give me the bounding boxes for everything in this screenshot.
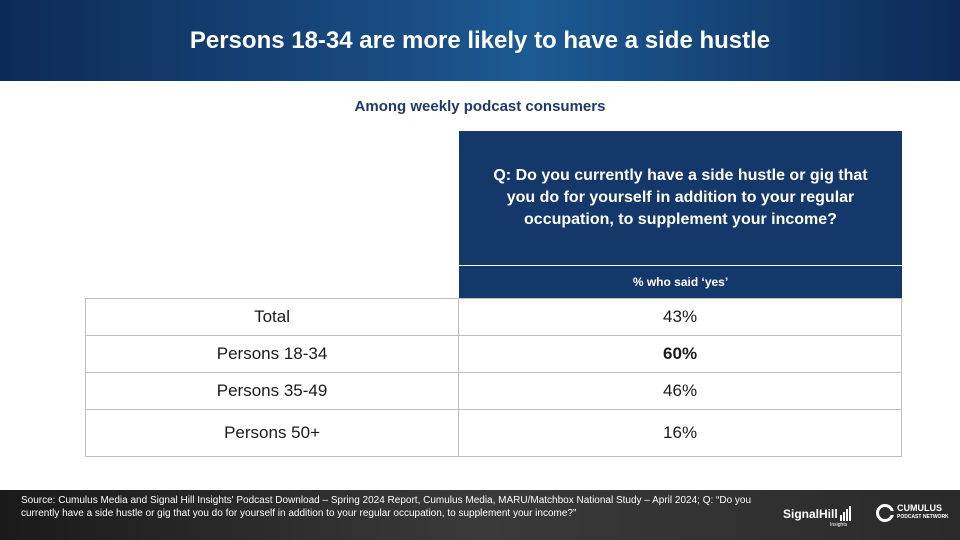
page-title: Persons 18-34 are more likely to have a …: [189, 26, 771, 54]
question-header: Q: Do you currently have a side hustle o…: [459, 131, 902, 265]
footer: Source: Cumulus Media and Signal Hill In…: [0, 490, 960, 540]
row-value-highlight: 60%: [458, 335, 902, 373]
row-label: Total: [84, 298, 460, 336]
table-row: Persons 18-34 60%: [84, 335, 902, 373]
row-label: Persons 50+: [84, 409, 460, 457]
subtitle: Among weekly podcast consumers: [354, 98, 606, 115]
table-row: Persons 35-49 46%: [84, 372, 902, 410]
table-row: Total 43%: [84, 298, 902, 336]
signal-bars-icon: [839, 506, 851, 521]
signalhill-logo-sub: Insights: [830, 522, 848, 528]
column-header-label: % who said ‘yes’: [632, 275, 729, 289]
table-row: Persons 50+ 16%: [84, 409, 902, 457]
cumulus-logo: CUMULUS PODCAST NETWORK: [876, 504, 949, 522]
cumulus-logo-sub: PODCAST NETWORK: [897, 514, 949, 520]
row-value: 16%: [458, 409, 902, 457]
row-label: Persons 18-34: [84, 335, 460, 373]
cumulus-logo-text: CUMULUS: [897, 503, 942, 513]
source-note: Source: Cumulus Media and Signal Hill In…: [21, 495, 752, 519]
header-banner: Persons 18-34 are more likely to have a …: [0, 0, 960, 81]
row-value: 46%: [458, 372, 902, 410]
question-text: Q: Do you currently have a side hustle o…: [493, 167, 868, 228]
cumulus-circle-icon: [876, 504, 894, 522]
results-table: Total 43% Persons 18-34 60% Persons 35-4…: [84, 298, 902, 457]
signalhill-logo: SignalHill Insights: [783, 506, 851, 528]
signalhill-logo-text: SignalHill: [783, 507, 838, 521]
row-value: 43%: [458, 298, 902, 336]
row-label: Persons 35-49: [84, 372, 460, 410]
column-header: % who said ‘yes’: [459, 266, 902, 298]
